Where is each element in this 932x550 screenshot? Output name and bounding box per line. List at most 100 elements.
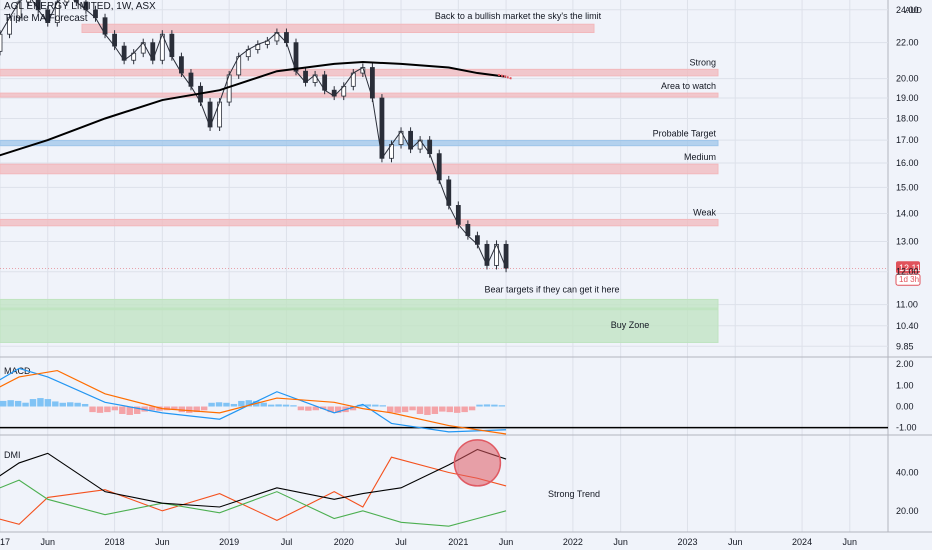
macd-y-tick: -1.00 (896, 423, 917, 433)
currency-label: AUD (905, 6, 922, 15)
macd-histogram-bar (394, 406, 401, 413)
y-tick-label: 20.00 (896, 74, 919, 84)
macd-histogram-bar (401, 406, 409, 413)
zone-band (81, 23, 595, 34)
x-tick-label: Jun (499, 537, 514, 547)
macd-histogram-bar (312, 406, 320, 411)
macd-histogram-bar (96, 406, 104, 413)
macd-histogram-bar (327, 406, 334, 413)
x-tick-label: Jun (155, 537, 170, 547)
moving-average-line (0, 61, 507, 157)
zone-band (0, 163, 719, 175)
countdown-badge (895, 273, 921, 286)
macd-histogram-bar (7, 400, 14, 407)
price-badge (896, 261, 920, 274)
macd-histogram-bar (29, 399, 37, 407)
macd-histogram-bar (468, 406, 476, 411)
zone-label: Medium (684, 152, 716, 162)
macd-histogram-bar (372, 404, 379, 407)
dmi-y-tick: 40.00 (896, 468, 919, 478)
macd-histogram-bar (290, 405, 297, 407)
y-tick-label: 17.00 (896, 135, 919, 145)
macd-histogram-bar (446, 406, 453, 413)
macd-histogram-bar (14, 400, 22, 407)
macd-histogram-bar (59, 402, 66, 407)
symbol-title[interactable]: AGL ENERGY LIMITED, 1W, ASX (4, 1, 156, 12)
macd-histogram-bar (171, 406, 178, 410)
signal-line (0, 369, 507, 435)
macd-histogram-bar (178, 406, 186, 413)
strong-trend-label: Strong Trend (548, 489, 600, 499)
x-tick-label: 2020 (334, 537, 354, 547)
macd-histogram-bar (439, 406, 446, 412)
macd-histogram-bar (215, 402, 223, 407)
macd-histogram-bar (66, 402, 74, 407)
x-tick-label: Jul (395, 537, 407, 547)
macd-histogram-bar (104, 406, 111, 413)
macd-histogram-bar (334, 406, 342, 413)
x-tick-label: 2024 (792, 537, 812, 547)
x-tick-label: 2022 (563, 537, 583, 547)
macd-histogram-bar (364, 404, 372, 407)
macd-histogram-bar (186, 406, 193, 413)
macd-histogram-bar (52, 401, 59, 407)
macd-histogram-bar (148, 406, 156, 411)
x-tick-label: Jul (281, 537, 293, 547)
x-tick-label: 2017 (0, 537, 10, 547)
macd-histogram-bar (305, 406, 312, 411)
dmi-title: DMI (4, 450, 21, 460)
macd-histogram-bar (74, 402, 81, 407)
price-series: 12.11 1d 3h (0, 0, 921, 286)
x-tick-label: Jun (728, 537, 743, 547)
macd-histogram-bar (320, 406, 327, 410)
dmi-pane: DMI 40.00 20.00 Strong Trend (0, 439, 919, 527)
macd-histogram-bar (424, 406, 431, 415)
macd-histogram-bar (44, 399, 52, 407)
y-tick-label: 24.00 (896, 5, 919, 15)
axes: 2017 Jun 2018 Jun 2019 Jul 2020 Jul 2021 Jun 2022 J… (0, 5, 922, 547)
x-tick-label: Jun (613, 537, 628, 547)
macd-histogram-bar (238, 400, 245, 407)
y-tick-label: 19.00 (896, 93, 919, 103)
macd-histogram-bar (297, 406, 305, 411)
macd-histogram-bar (476, 404, 483, 407)
zone-label: Strong (689, 57, 716, 67)
macd-y-tick: 0.00 (896, 402, 914, 412)
minus-di-line (0, 456, 507, 525)
y-tick-label: 9.85 (896, 341, 914, 351)
price-line (0, 0, 507, 269)
y-tick-label: 14.00 (896, 208, 919, 218)
macd-histogram-bar (89, 406, 96, 413)
macd-histogram-bar (453, 406, 461, 413)
macd-histogram-bar (119, 406, 126, 414)
zone-band (0, 140, 719, 147)
plus-di-line (0, 479, 507, 527)
indicator-title[interactable]: Triple MA Forecast (4, 13, 88, 24)
macd-histogram-bar (245, 400, 253, 407)
zone-label: Buy Zone (611, 320, 650, 330)
macd-histogram-bar (409, 406, 416, 411)
y-tick-label: 10.40 (896, 321, 919, 331)
macd-histogram-bar (498, 405, 506, 407)
x-tick-label: Jun (40, 537, 55, 547)
zone-label: Probable Target (653, 129, 717, 139)
x-tick-label: 2021 (448, 537, 468, 547)
grid-lines (0, 0, 932, 533)
zone-band (0, 218, 719, 227)
macd-histogram-bar (386, 406, 394, 413)
macd-histogram-bar (200, 406, 208, 411)
x-tick-label: 2019 (219, 537, 239, 547)
candle-body (26, 0, 32, 3)
macd-histogram-bar (0, 400, 7, 407)
price-badge-text: 12.11 (899, 263, 921, 273)
macd-histogram-bar (491, 404, 498, 407)
zone-label: Back to a bullish market the sky's the l… (435, 11, 602, 21)
zone-label: Area to watch (661, 81, 716, 91)
macd-histogram-bar (461, 406, 468, 413)
macd-histogram-bar (483, 404, 491, 407)
dmi-y-tick: 20.00 (896, 506, 919, 516)
macd-histogram-bar (111, 406, 119, 411)
x-tick-label: 2023 (677, 537, 697, 547)
zone-band (0, 68, 719, 77)
